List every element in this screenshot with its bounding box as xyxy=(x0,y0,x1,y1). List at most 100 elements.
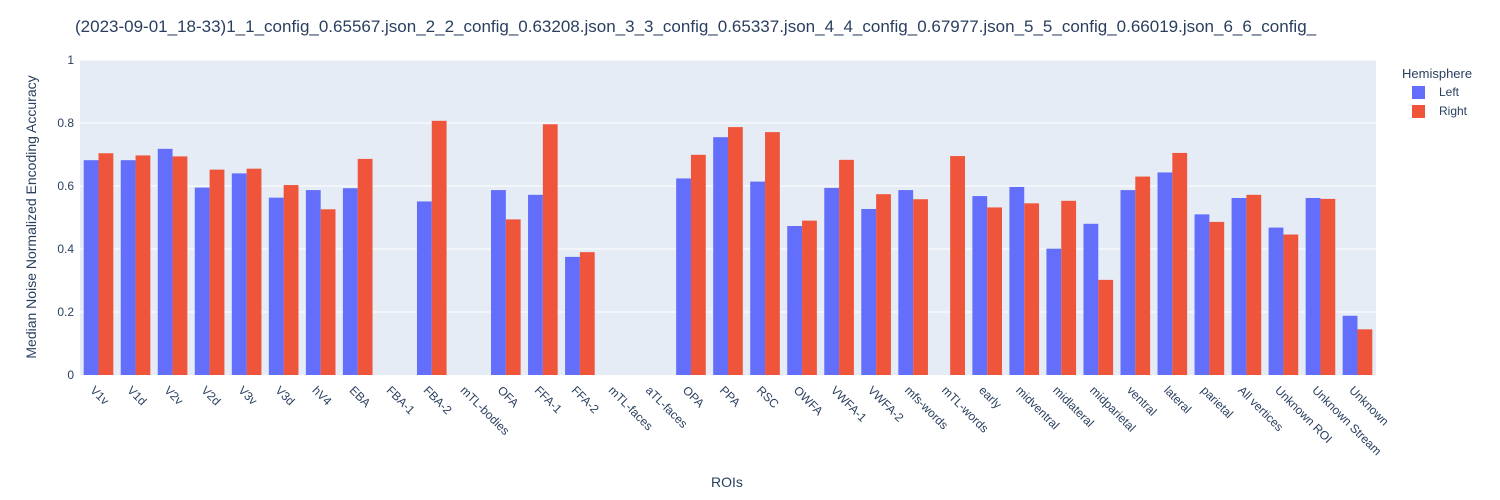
legend-item-left[interactable]: Left xyxy=(1412,85,1460,99)
legend[interactable]: Hemisphere Left Right xyxy=(1402,66,1472,118)
x-tick-label: FFA-2 xyxy=(569,383,602,416)
bar-left-hv4[interactable] xyxy=(305,190,321,375)
legend-swatch xyxy=(1412,105,1425,118)
bar-left-rsc[interactable] xyxy=(750,181,766,375)
x-tick-label: V1d xyxy=(124,383,149,408)
bar-right-rsc[interactable] xyxy=(765,132,780,375)
legend-item-right[interactable]: Right xyxy=(1412,104,1468,118)
bar-right-lateral[interactable] xyxy=(1172,152,1188,375)
bar-right-v3d[interactable] xyxy=(283,185,299,375)
bar-left-vwfa-1[interactable] xyxy=(824,187,840,375)
legend-swatch xyxy=(1412,86,1425,99)
x-tick-label: FBA-2 xyxy=(421,383,455,417)
x-tick-label: V2d xyxy=(198,383,223,408)
bar-left-unknown[interactable] xyxy=(1342,315,1358,375)
bar-right-ffa-1[interactable] xyxy=(542,124,558,375)
x-tick-label: early xyxy=(976,383,1004,411)
bar-right-ofa[interactable] xyxy=(505,219,521,375)
bar-right-parietal[interactable] xyxy=(1209,221,1225,375)
bar-left-lateral[interactable] xyxy=(1157,172,1173,375)
x-tick-label: VWFA-2 xyxy=(865,383,907,425)
x-tick-label: V3d xyxy=(273,383,298,408)
bar-right-owfa[interactable] xyxy=(802,220,817,375)
x-tick-label: hV4 xyxy=(310,383,335,408)
bar-right-eba[interactable] xyxy=(357,158,373,375)
bar-right-unknown-roi[interactable] xyxy=(1283,234,1299,375)
bar-right-mtl-words[interactable] xyxy=(950,156,965,375)
y-axis-ticks: 0 0.2 0.4 0.6 0.8 1 xyxy=(57,53,74,382)
x-tick-label: V3v xyxy=(236,383,261,408)
bar-right-mfs-words[interactable] xyxy=(913,199,928,375)
bar-left-v1v[interactable] xyxy=(83,160,99,375)
bar-left-v2v[interactable] xyxy=(157,148,173,375)
bar-left-unknown-stream[interactable] xyxy=(1305,197,1321,375)
bar-right-vwfa-1[interactable] xyxy=(839,159,854,375)
bar-left-parietal[interactable] xyxy=(1194,214,1210,375)
bar-left-all-vertices[interactable] xyxy=(1231,197,1247,375)
x-tick-label: OWFA xyxy=(791,383,826,418)
bar-right-ventral[interactable] xyxy=(1135,176,1151,375)
x-tick-label: lateral xyxy=(1161,383,1194,416)
y-tick-label: 1 xyxy=(67,53,74,67)
y-axis-title: Median Noise Normalized Encoding Accurac… xyxy=(23,75,39,358)
y-tick-label: 0.8 xyxy=(57,116,74,130)
bar-left-owfa[interactable] xyxy=(787,226,803,375)
bar-left-unknown-roi[interactable] xyxy=(1268,227,1284,375)
chart-title: (2023-09-01_18-33)1_1_config_0.65567.jso… xyxy=(75,17,1317,36)
bar-left-ppa[interactable] xyxy=(713,137,728,375)
bar-left-midventral[interactable] xyxy=(1009,186,1025,375)
x-tick-label: FBA-1 xyxy=(384,383,418,417)
x-tick-label: PPA xyxy=(717,383,743,409)
x-tick-label: FFA-1 xyxy=(532,383,565,416)
bar-right-unknown[interactable] xyxy=(1357,329,1373,375)
bar-right-ppa[interactable] xyxy=(728,127,743,375)
bar-left-vwfa-2[interactable] xyxy=(861,208,877,375)
bar-left-ffa-2[interactable] xyxy=(565,256,580,375)
x-tick-label: ventral xyxy=(1124,383,1159,418)
y-tick-label: 0 xyxy=(67,368,74,382)
bar-left-midlateral[interactable] xyxy=(1046,248,1062,375)
bar-right-midlateral[interactable] xyxy=(1061,200,1077,375)
bar-left-fba-2[interactable] xyxy=(416,201,432,375)
bar-right-v2v[interactable] xyxy=(172,156,188,375)
bar-left-ofa[interactable] xyxy=(491,190,506,375)
bar-right-early[interactable] xyxy=(987,207,1003,375)
legend-title: Hemisphere xyxy=(1402,66,1472,81)
x-axis-title: ROIs xyxy=(711,474,743,490)
bar-left-mfs-words[interactable] xyxy=(898,190,914,375)
x-tick-label: OFA xyxy=(495,383,522,410)
x-tick-label: OPA xyxy=(680,383,707,410)
legend-items: Left Right xyxy=(1412,85,1468,118)
bar-right-midventral[interactable] xyxy=(1024,203,1040,375)
bar-left-v1d[interactable] xyxy=(120,160,136,375)
bar-right-opa[interactable] xyxy=(690,154,706,375)
legend-label: Left xyxy=(1439,85,1460,99)
bar-left-v2d[interactable] xyxy=(194,187,210,375)
bar-right-ffa-2[interactable] xyxy=(579,252,595,375)
y-tick-label: 0.2 xyxy=(57,305,74,319)
bar-left-v3v[interactable] xyxy=(231,173,247,375)
bar-right-v1d[interactable] xyxy=(135,155,151,375)
legend-label: Right xyxy=(1439,104,1468,118)
bar-right-v2d[interactable] xyxy=(209,169,225,375)
bar-right-hv4[interactable] xyxy=(320,209,336,375)
bar-right-vwfa-2[interactable] xyxy=(876,194,891,375)
x-tick-label: V1v xyxy=(87,383,112,408)
bar-left-opa[interactable] xyxy=(676,178,691,375)
bar-right-midparietal[interactable] xyxy=(1098,279,1114,375)
x-tick-label: V2v xyxy=(161,383,186,408)
bar-left-ffa-1[interactable] xyxy=(528,194,543,375)
bar-left-eba[interactable] xyxy=(342,188,358,375)
bar-left-v3d[interactable] xyxy=(268,197,284,375)
bar-right-v1v[interactable] xyxy=(98,153,114,375)
y-tick-label: 0.6 xyxy=(57,179,74,193)
x-tick-label: EBA xyxy=(347,383,374,410)
bar-right-all-vertices[interactable] xyxy=(1246,194,1262,375)
bar-left-midparietal[interactable] xyxy=(1083,223,1099,375)
bar-right-unknown-stream[interactable] xyxy=(1320,198,1336,375)
bar-left-early[interactable] xyxy=(972,196,988,375)
bar-right-v3v[interactable] xyxy=(246,168,262,375)
bar-right-fba-2[interactable] xyxy=(431,120,447,375)
bar-left-ventral[interactable] xyxy=(1120,190,1136,375)
y-tick-label: 0.4 xyxy=(57,242,74,256)
